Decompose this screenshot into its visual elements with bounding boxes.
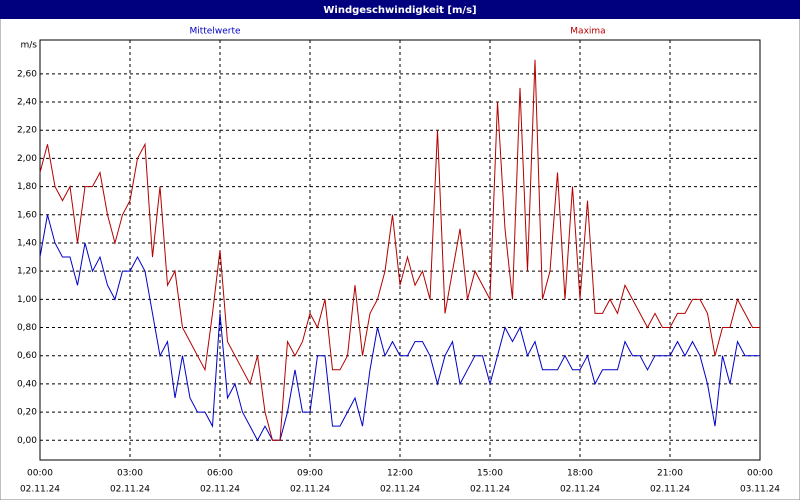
y-tick-label: 2,40 <box>17 98 37 108</box>
x-tick-date: 02.11.24 <box>380 485 420 495</box>
x-tick-date: 02.11.24 <box>560 485 600 495</box>
y-tick-label: 1,00 <box>17 295 37 305</box>
x-tick-label: 09:00 <box>297 469 323 479</box>
y-tick-label: 2,60 <box>17 69 37 79</box>
data-line <box>39 214 760 442</box>
x-tick-date: 03.11.24 <box>740 485 780 495</box>
x-tick-date: 02.11.24 <box>470 485 510 495</box>
data-line <box>39 59 760 441</box>
x-tick-label: 06:00 <box>207 469 233 479</box>
y-tick-label: 2,20 <box>17 126 37 136</box>
y-tick-label: 2,00 <box>17 154 37 164</box>
y-tick-label: 0,00 <box>17 436 37 446</box>
x-tick-date: 02.11.24 <box>200 485 240 495</box>
chart-title: Windgeschwindigkeit [m/s] <box>323 5 476 16</box>
y-tick-label: 1,20 <box>17 267 37 277</box>
x-tick-label: 00:00 <box>747 469 773 479</box>
legend-label: Mittelwerte <box>189 27 240 37</box>
y-tick-label: 1,40 <box>17 238 37 248</box>
x-tick-label: 18:00 <box>567 469 593 479</box>
x-tick-date: 02.11.24 <box>650 485 690 495</box>
x-tick-label: 03:00 <box>117 469 143 479</box>
y-unit: m/s <box>21 41 38 51</box>
x-tick-label: 12:00 <box>387 469 413 479</box>
x-tick-label: 21:00 <box>657 469 683 479</box>
x-tick-date: 02.11.24 <box>290 485 330 495</box>
y-tick-label: 0,60 <box>17 351 37 361</box>
y-tick-label: 1,60 <box>17 210 37 220</box>
x-tick-date: 02.11.24 <box>20 485 60 495</box>
x-tick-label: 00:00 <box>27 469 53 479</box>
y-tick-label: 0,80 <box>17 323 37 333</box>
y-tick-label: 1,80 <box>17 182 37 192</box>
y-tick-label: 0,40 <box>17 379 37 389</box>
legend-label: Maxima <box>570 27 605 37</box>
title-bar <box>0 0 800 19</box>
x-tick-label: 15:00 <box>477 469 503 479</box>
x-tick-date: 02.11.24 <box>110 485 150 495</box>
y-tick-label: 0,20 <box>17 408 37 418</box>
